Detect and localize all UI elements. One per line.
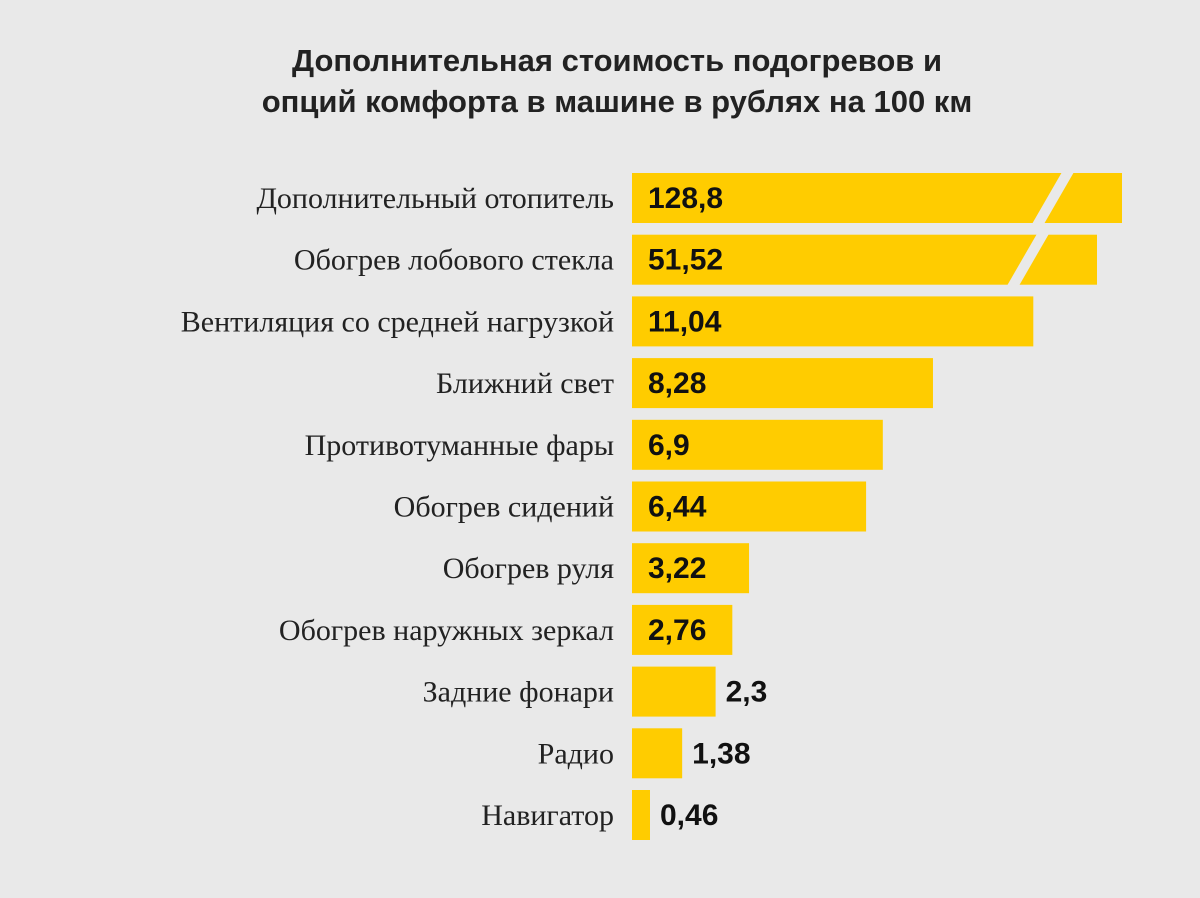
bar-7 [632, 604, 733, 655]
bar-9 [632, 728, 683, 779]
bar-4 [632, 419, 883, 470]
value-label-4: 6,9 [648, 429, 690, 462]
category-label-9: Радио [538, 737, 614, 770]
category-label-3: Ближний свет [436, 367, 614, 400]
axis-break-mark-1 [1007, 233, 1049, 286]
category-label-5: Обогрев сидений [394, 491, 614, 524]
value-label-1: 51,52 [648, 244, 723, 277]
bar-3 [632, 358, 933, 409]
chart-title-line-2: опций комфорта в машине в рублях на 100 … [261, 84, 973, 119]
value-label-2: 11,04 [648, 305, 722, 338]
chart-title-line-1: Дополнительная стоимость подогревов и [291, 43, 943, 78]
category-label-1: Обогрев лобового стекла [294, 244, 614, 277]
value-label-10: 0,46 [660, 799, 718, 832]
value-label-9: 1,38 [692, 737, 750, 770]
bar-8 [632, 666, 716, 717]
category-label-4: Противотуманные фары [305, 429, 614, 462]
value-label-8: 2,3 [726, 676, 768, 709]
bar-6 [632, 543, 750, 594]
value-label-7: 2,76 [648, 614, 706, 647]
value-label-6: 3,22 [648, 552, 706, 585]
bar-2 [632, 296, 1034, 347]
bar-10 [632, 790, 650, 840]
value-label-0: 128,8 [648, 182, 723, 215]
axis-break-mark-0 [1032, 172, 1074, 224]
value-label-3: 8,28 [648, 367, 706, 400]
category-label-6: Обогрев руля [443, 552, 614, 585]
bar-5 [632, 481, 867, 532]
value-label-5: 6,44 [648, 491, 707, 524]
category-label-8: Задние фонари [423, 676, 614, 709]
category-label-0: Дополнительный отопитель [256, 182, 614, 215]
category-label-7: Обогрев наружных зеркал [279, 614, 614, 647]
category-label-10: Навигатор [481, 799, 614, 832]
category-label-2: Вентиляция со средней нагрузкой [181, 305, 614, 338]
chart-title: Дополнительная стоимость подогревов и оп… [0, 40, 1200, 122]
